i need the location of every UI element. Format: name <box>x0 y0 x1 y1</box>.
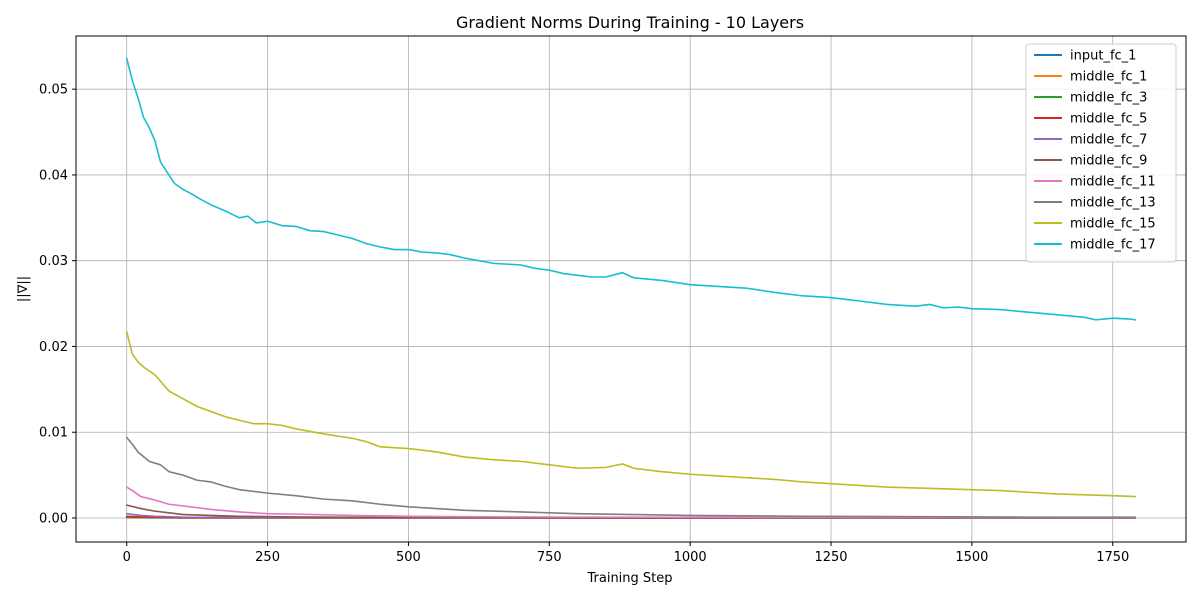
legend-label: middle_fc_1 <box>1070 70 1147 85</box>
grid <box>76 36 1186 542</box>
legend-label: input_fc_1 <box>1070 49 1136 64</box>
legend-label: middle_fc_13 <box>1070 196 1156 211</box>
x-axis-label: Training Step <box>586 571 672 586</box>
x-tick-label: 1500 <box>955 550 988 565</box>
plot-frame <box>75 35 1187 543</box>
legend-label: middle_fc_5 <box>1070 112 1147 127</box>
series-group <box>125 57 1137 519</box>
x-tick-label: 1750 <box>1096 550 1129 565</box>
x-tick-label: 750 <box>537 550 562 565</box>
legend-label: middle_fc_3 <box>1070 91 1147 106</box>
x-tick-label: 1000 <box>674 550 707 565</box>
x-tick-label: 500 <box>396 550 421 565</box>
series-line-middle-fc-17 <box>125 57 1137 321</box>
x-tick-label: 250 <box>255 550 280 565</box>
legend-label: middle_fc_11 <box>1070 175 1156 190</box>
y-tick-label: 0.05 <box>39 83 68 98</box>
y-tick-label: 0.00 <box>39 511 68 526</box>
y-axis-label: ||∇|| <box>16 276 31 302</box>
y-tick-label: 0.01 <box>39 426 68 441</box>
y-tick-label: 0.02 <box>39 340 68 355</box>
legend-label: middle_fc_17 <box>1070 238 1156 253</box>
series-line-middle-fc-13 <box>125 436 1137 518</box>
x-tick-label: 0 <box>123 550 131 565</box>
x-axis-ticks: 0 250 500 750 1000 1250 1500 1750 <box>123 542 1129 565</box>
legend-box <box>1025 43 1177 263</box>
legend-label: middle_fc_7 <box>1070 133 1147 148</box>
legend-label: middle_fc_9 <box>1070 154 1147 169</box>
series-line-middle-fc-15 <box>125 331 1137 498</box>
y-tick-label: 0.03 <box>39 254 68 269</box>
x-tick-label: 1250 <box>814 550 847 565</box>
y-tick-label: 0.04 <box>39 168 68 183</box>
legend-label: middle_fc_15 <box>1070 217 1156 232</box>
legend: input_fc_1 middle_fc_1 middle_fc_3 middle_f… <box>1025 43 1177 263</box>
series-line-middle-fc-11 <box>125 486 1137 519</box>
y-axis-ticks: 0.00 0.01 0.02 0.03 0.04 0.05 <box>39 83 76 526</box>
chart-title: Gradient Norms During Training - 10 Laye… <box>456 13 804 32</box>
